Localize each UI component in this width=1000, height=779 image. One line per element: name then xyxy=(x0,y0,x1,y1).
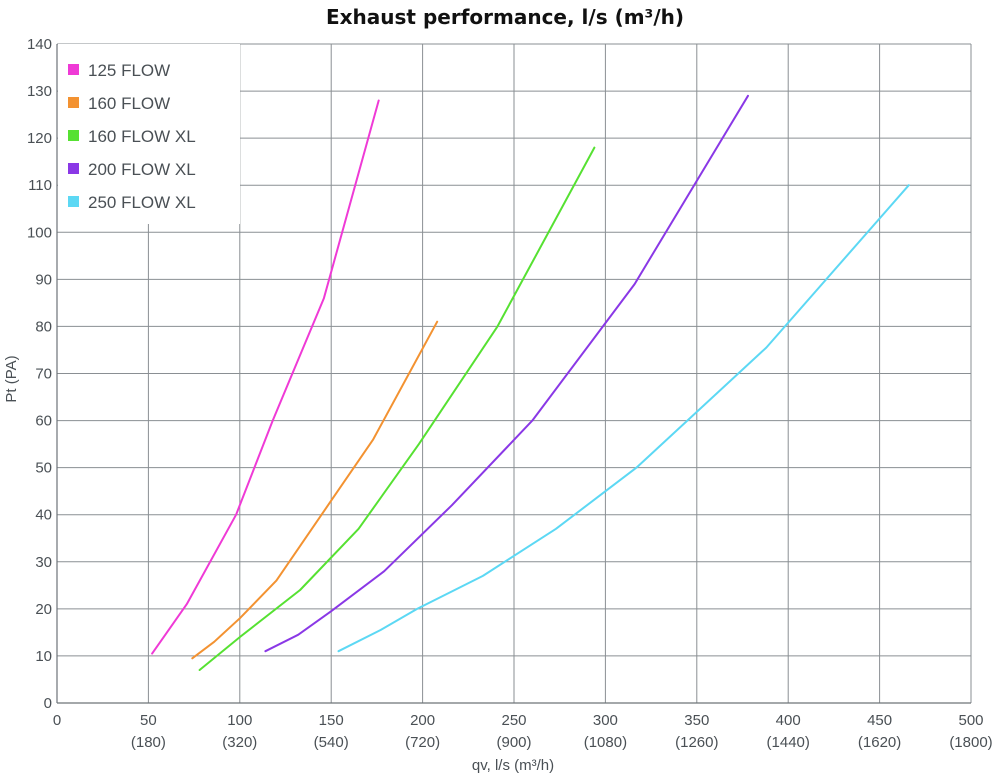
x-tick-sublabel: (900) xyxy=(496,734,531,751)
legend-label-160-flow: 160 FLOW xyxy=(88,94,170,113)
series-line-200-flow-xl xyxy=(264,94,749,653)
x-tick-label: 500 xyxy=(958,712,983,729)
chart-title: Exhaust performance, l/s (m³/h) xyxy=(326,5,684,29)
x-tick-label: 450 xyxy=(867,712,892,729)
legend-label-160-flow-xl: 160 FLOW XL xyxy=(88,127,196,146)
x-tick-sublabel: (1620) xyxy=(858,734,901,751)
axes xyxy=(56,44,971,704)
y-tick-label: 30 xyxy=(35,554,52,571)
series-line-160-flow xyxy=(191,320,439,660)
y-tick-label: 100 xyxy=(27,224,52,241)
y-tick-label: 90 xyxy=(35,271,52,288)
series-line-125-flow xyxy=(151,99,380,655)
y-tick-label: 50 xyxy=(35,460,52,477)
y-tick-label: 0 xyxy=(44,695,52,712)
x-tick-sublabel: (540) xyxy=(314,734,349,751)
y-tick-label: 80 xyxy=(35,318,52,335)
legend-label-250-flow-xl: 250 FLOW XL xyxy=(88,193,196,212)
y-tick-label: 110 xyxy=(28,177,52,194)
legend-label-125-flow: 125 FLOW xyxy=(88,61,170,80)
x-tick-sublabel: (320) xyxy=(222,734,257,751)
x-tick-label: 350 xyxy=(684,712,709,729)
x-tick-sublabel: (1440) xyxy=(767,734,810,751)
x-tick-label: 400 xyxy=(776,712,801,729)
legend-swatch-200-flow-xl xyxy=(68,163,79,174)
y-tick-label: 120 xyxy=(27,130,52,147)
legend-background xyxy=(58,44,240,224)
legend-label-200-flow-xl: 200 FLOW XL xyxy=(88,160,196,179)
legend-swatch-125-flow xyxy=(68,64,79,75)
legend-swatch-160-flow-xl xyxy=(68,130,79,141)
x-tick-sublabel: (1260) xyxy=(675,734,718,751)
x-tick-sublabel: (1800) xyxy=(949,734,992,751)
y-axis-label: Pt (PA) xyxy=(3,355,20,402)
legend: 125 FLOW 160 FLOW 160 FLOW XL 200 FLOW XL 25… xyxy=(58,44,240,224)
legend-swatch-160-flow xyxy=(68,97,79,108)
legend-swatch-250-flow-xl xyxy=(68,196,79,207)
y-tick-label: 40 xyxy=(35,507,52,524)
x-tick-label: 300 xyxy=(593,712,618,729)
x-tick-sublabel: (1080) xyxy=(584,734,627,751)
series-lines xyxy=(151,94,910,671)
x-tick-label: 250 xyxy=(501,712,526,729)
y-tick-label: 140 xyxy=(27,36,52,53)
y-tick-label: 10 xyxy=(35,648,52,665)
y-tick-label: 70 xyxy=(35,366,52,383)
x-axis-label: qv, l/s (m³/h) xyxy=(472,757,554,774)
y-tick-label: 130 xyxy=(27,83,52,100)
series-line-250-flow-xl xyxy=(337,184,910,653)
x-tick-label: 0 xyxy=(53,712,61,729)
x-tick-label: 150 xyxy=(319,712,344,729)
y-tick-label: 60 xyxy=(35,413,52,430)
tick-labels: 0 10 20 30 40 50 60 70 80 90 100 110 120 130 140 0 50 (18… xyxy=(27,36,993,751)
series-line-160-flow-xl xyxy=(198,146,596,671)
x-tick-sublabel: (720) xyxy=(405,734,440,751)
x-tick-label: 50 xyxy=(140,712,157,729)
x-tick-label: 200 xyxy=(410,712,435,729)
x-tick-label: 100 xyxy=(227,712,252,729)
x-tick-sublabel: (180) xyxy=(131,734,166,751)
y-tick-label: 20 xyxy=(35,601,52,618)
